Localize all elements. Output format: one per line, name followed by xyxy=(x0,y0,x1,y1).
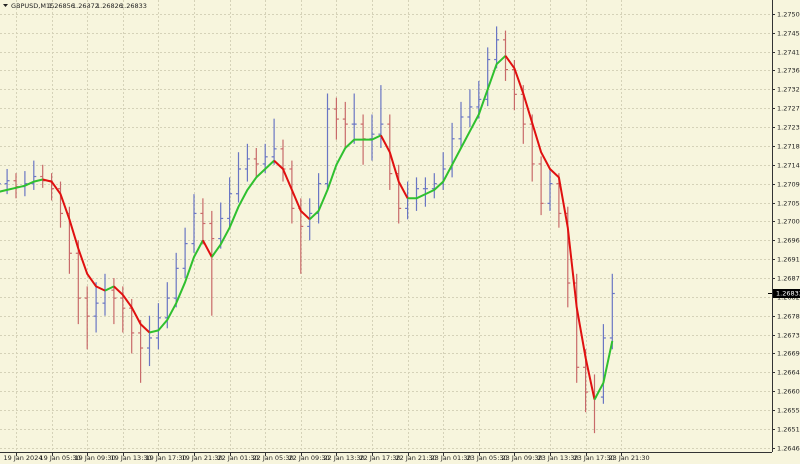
y-tick-label: 1.26870 xyxy=(777,275,800,283)
x-tick-label: 19 Jan 2024 xyxy=(4,454,43,462)
y-tick-label: 1.27455 xyxy=(777,30,800,38)
indicator-line xyxy=(407,55,507,200)
indicator-line xyxy=(273,159,311,221)
indicator-line xyxy=(309,134,382,221)
last-price-box xyxy=(773,289,800,299)
y-tick-label: 1.27185 xyxy=(777,143,800,151)
y-tick-label: 1.27275 xyxy=(777,105,800,113)
y-tick-label: 1.26735 xyxy=(777,332,800,340)
y-tick-label: 1.26465 xyxy=(777,445,800,453)
x-tick-label: 22 Jan 21:30 xyxy=(396,454,437,462)
x-tick-label: 23 Jan 21:30 xyxy=(609,454,650,462)
indicator-line xyxy=(202,239,213,258)
x-tick-label: 19 Jan 05:30 xyxy=(40,454,81,462)
y-tick-label: 1.27005 xyxy=(777,218,800,226)
x-tick-label: 22 Jan 01:30 xyxy=(218,454,259,462)
header-low: 1.26826 xyxy=(96,2,123,10)
x-tick-label: 23 Jan 09:30 xyxy=(502,454,543,462)
indicator-line xyxy=(504,55,596,400)
x-tick-label: 22 Jan 17:30 xyxy=(360,454,401,462)
x-tick-label: 19 Jan 17:30 xyxy=(146,454,187,462)
x-tick-label: 22 Jan 09:30 xyxy=(289,454,330,462)
y-tick-label: 1.26510 xyxy=(777,426,800,434)
y-tick-label: 1.26555 xyxy=(777,407,800,415)
x-tick-label: 23 Jan 17:30 xyxy=(574,454,615,462)
y-tick-label: 1.26690 xyxy=(777,350,800,358)
indicator-line xyxy=(593,340,614,401)
x-tick-label: 23 Jan 05:30 xyxy=(467,454,508,462)
header-high: 1.26872 xyxy=(72,2,99,10)
y-tick-label: 1.26915 xyxy=(777,256,800,264)
y-tick-label: 1.27050 xyxy=(777,200,800,208)
y-tick-label: 1.26780 xyxy=(777,313,800,321)
symbol: GBPUSD,M15 xyxy=(11,2,54,10)
header-open: 1.26856 xyxy=(48,2,75,10)
y-tick-label: 1.26960 xyxy=(777,237,800,245)
y-tick-label: 1.27500 xyxy=(777,11,800,19)
y-tick-label: 1.27365 xyxy=(777,67,800,75)
x-tick-label: 23 Jan 01:30 xyxy=(431,454,472,462)
x-tick-label: 19 Jan 21:30 xyxy=(182,454,223,462)
y-tick-label: 1.27410 xyxy=(777,49,800,57)
x-tick-label: 19 Jan 09:30 xyxy=(75,454,116,462)
y-tick-label: 1.27230 xyxy=(777,124,800,132)
menu-triangle[interactable] xyxy=(3,4,8,7)
indicator-line xyxy=(380,134,409,199)
last-price-label: 1.26833 xyxy=(776,290,800,298)
indicator-line xyxy=(0,178,43,193)
header-close: 1.26833 xyxy=(120,2,147,10)
indicator-line xyxy=(113,285,151,334)
indicator-line xyxy=(149,239,204,334)
y-tick-label: 1.26600 xyxy=(777,388,800,396)
y-tick-label: 1.27140 xyxy=(777,162,800,170)
x-tick-label: 22 Jan 05:30 xyxy=(253,454,294,462)
y-tick-label: 1.27095 xyxy=(777,181,800,189)
y-tick-label: 1.27320 xyxy=(777,86,800,94)
indicator-line xyxy=(42,178,106,292)
x-tick-label: 23 Jan 13:30 xyxy=(538,454,579,462)
y-tick-label: 1.26645 xyxy=(777,369,800,377)
x-tick-label: 22 Jan 13:30 xyxy=(324,454,365,462)
indicator-line xyxy=(104,285,115,292)
x-tick-label: 19 Jan 13:30 xyxy=(111,454,152,462)
indicator-line xyxy=(210,159,275,258)
